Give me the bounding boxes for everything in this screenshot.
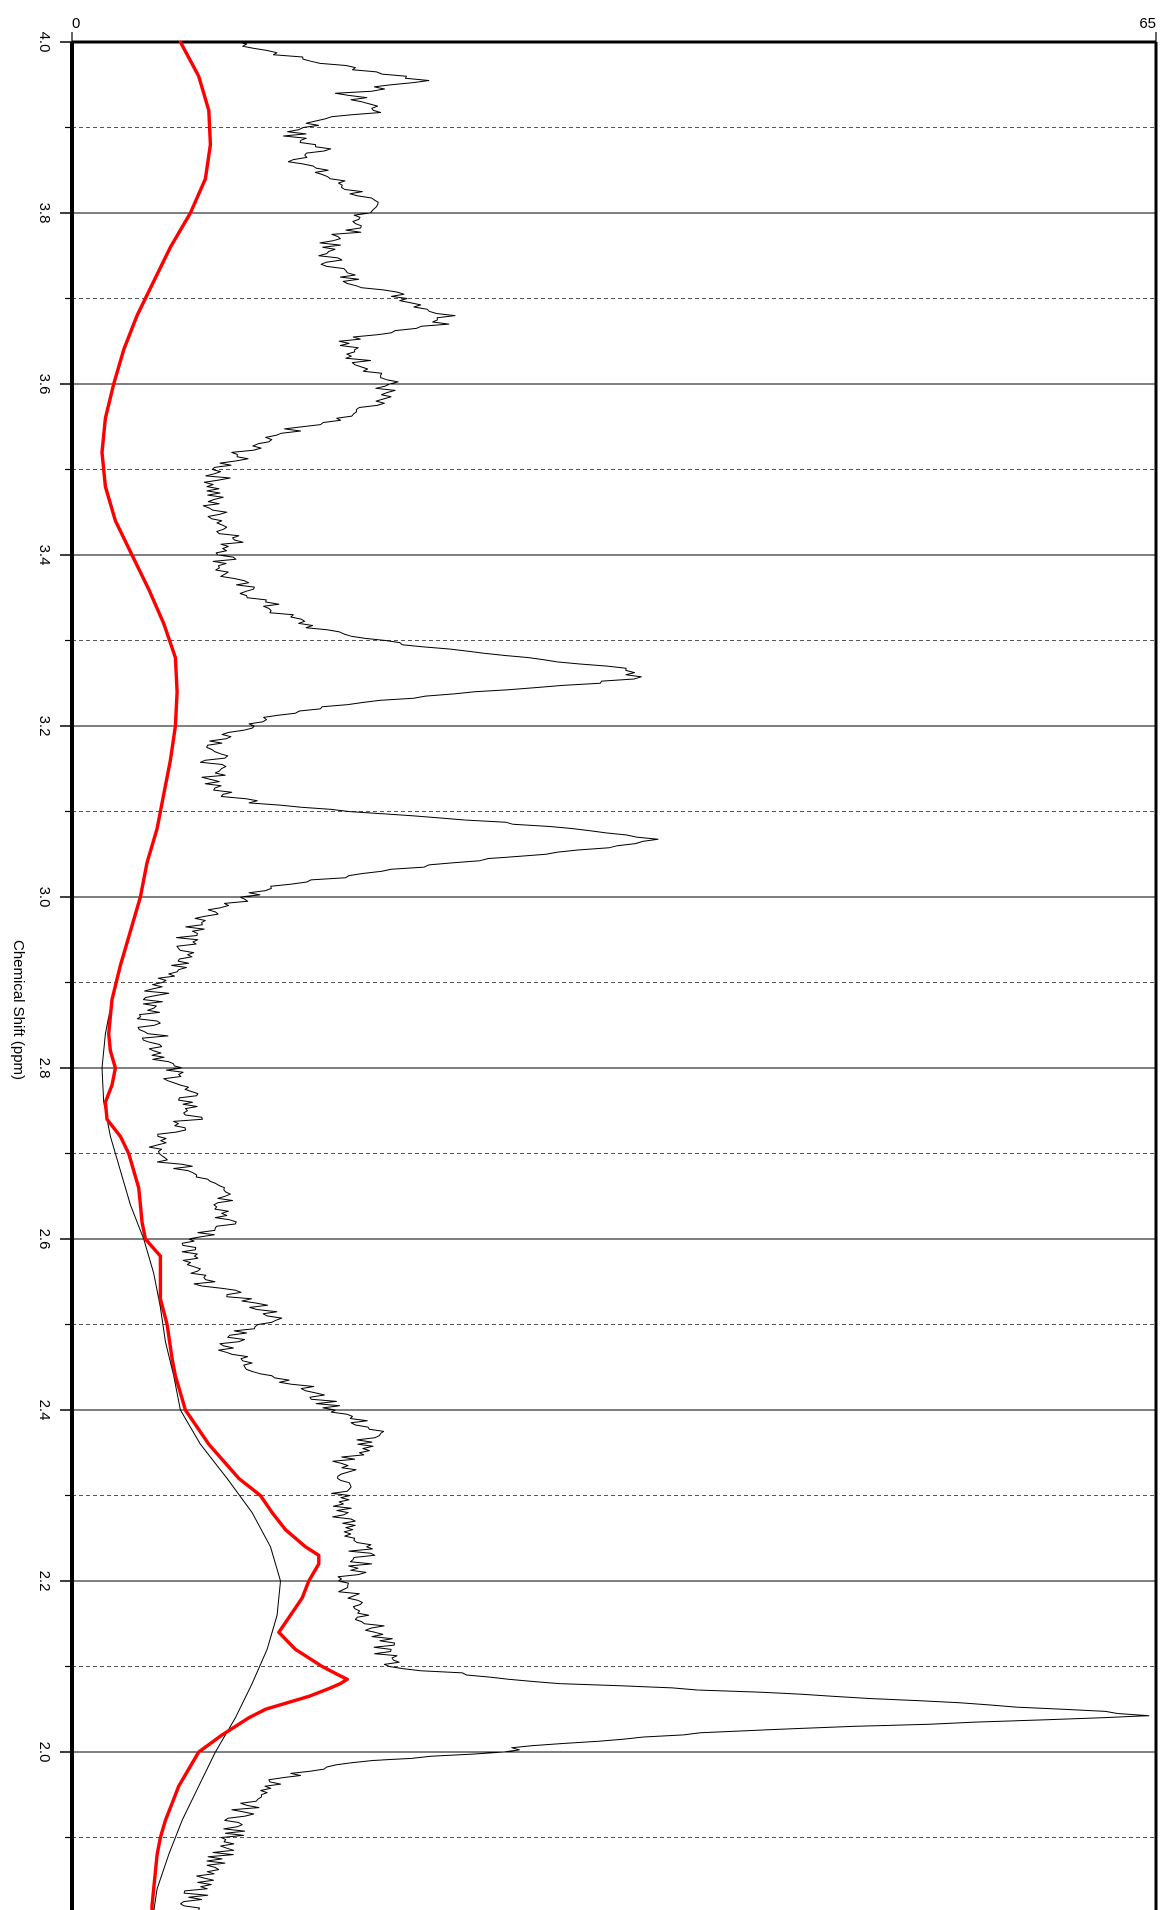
y-tick-label: 3.6 [36, 374, 53, 395]
y-tick-label: 2.2 [36, 1571, 53, 1592]
series-layer [100, 40, 1150, 1910]
y-tick-label: 2.4 [36, 1400, 53, 1421]
y-tick-label: 3.2 [36, 716, 53, 737]
axes [70, 40, 1158, 1910]
y-axis-title: Chemical Shift (ppm) [10, 940, 27, 1080]
y-tick-label: 2.6 [36, 1229, 53, 1250]
series-line-fit [101, 41, 281, 1910]
y-tick-label: 3.0 [36, 887, 53, 908]
minor-gridlines [72, 127, 1156, 1838]
series-line-fit_overlay [100, 40, 349, 1910]
y-tick-label: 2.8 [36, 1058, 53, 1079]
major-gridlines [72, 41, 1156, 1753]
series-line-spectrum [136, 41, 1150, 1910]
x-axis-ticks: 0 65 [71, 15, 1157, 42]
y-axis-ticks: 4.0 3.8 3.6 3.4 3.2 3.0 2.8 2.6 2.4 2.2 2.0 [36, 32, 72, 1839]
y-tick-label: 3.8 [36, 203, 53, 224]
x-tick-label: 0 [72, 15, 80, 32]
y-tick-label: 3.4 [36, 545, 53, 566]
y-tick-label: 2.0 [36, 1742, 53, 1763]
y-tick-label: 4.0 [36, 32, 53, 53]
x-tick-label: 65 [1139, 15, 1156, 32]
